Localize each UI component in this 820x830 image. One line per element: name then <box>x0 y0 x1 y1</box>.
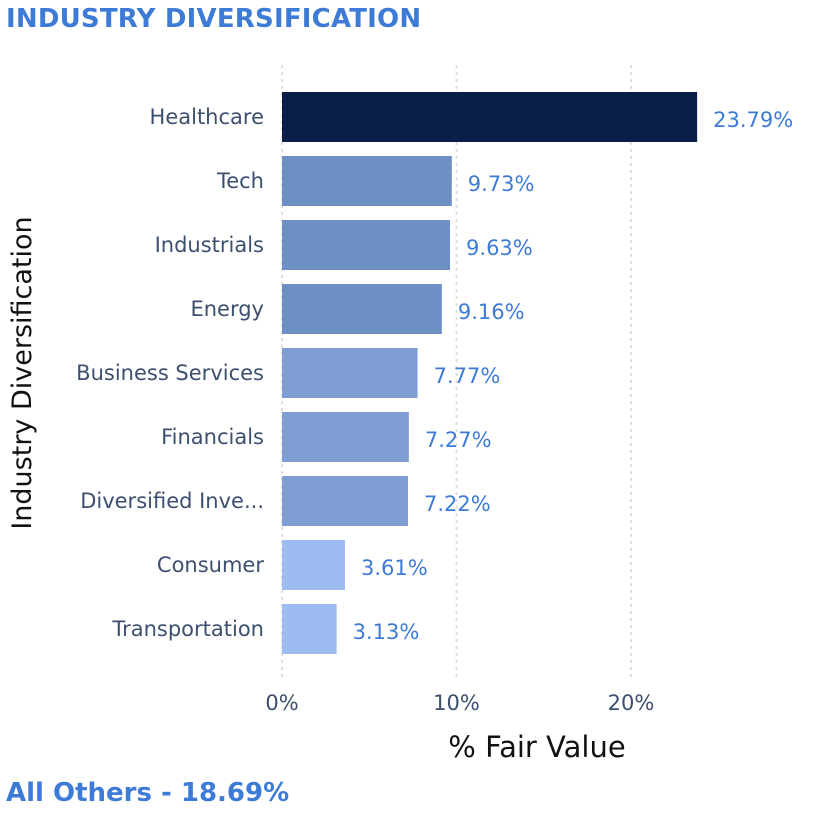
x-axis-title: % Fair Value <box>448 730 625 764</box>
bars <box>282 92 698 654</box>
bar <box>282 604 337 654</box>
category-label: Transportation <box>111 617 264 641</box>
x-tick-label: 20% <box>608 691 655 715</box>
data-label: 3.61% <box>361 556 428 580</box>
data-label: 9.16% <box>458 300 525 324</box>
category-label: Tech <box>216 169 264 193</box>
x-tick-labels: 0% 10% 20% <box>265 691 654 715</box>
category-label: Healthcare <box>150 105 264 129</box>
x-tick-label: 0% <box>265 691 298 715</box>
bar <box>282 476 408 526</box>
category-labels: Healthcare Tech Industrials Energy Business … <box>76 105 264 641</box>
category-label: Financials <box>161 425 264 449</box>
category-label: Industrials <box>155 233 264 257</box>
y-axis-title: Industry Diversification <box>7 216 38 529</box>
bar <box>282 540 345 590</box>
bar <box>282 412 409 462</box>
data-label: 3.13% <box>353 620 420 644</box>
category-label: Diversified Inve... <box>80 489 264 513</box>
chart-title: INDUSTRY DIVERSIFICATION <box>6 4 422 34</box>
category-label: Consumer <box>157 553 264 577</box>
all-others-summary: All Others - 18.69% <box>6 778 290 808</box>
data-label: 23.79% <box>713 108 793 132</box>
bar <box>282 220 451 270</box>
bar <box>282 348 418 398</box>
bar <box>282 284 442 334</box>
data-label: 9.63% <box>466 236 533 260</box>
x-tick-label: 10% <box>433 691 480 715</box>
data-labels: 23.79% 9.73% 9.63% 9.16% 7.77% 7.27% 7.22% 3.61… <box>353 108 794 644</box>
bar <box>282 156 452 206</box>
data-label: 9.73% <box>468 172 535 196</box>
data-label: 7.77% <box>434 364 501 388</box>
category-label: Energy <box>190 297 264 321</box>
data-label: 7.27% <box>425 428 492 452</box>
bar <box>282 92 698 142</box>
category-label: Business Services <box>76 361 264 385</box>
data-label: 7.22% <box>424 492 491 516</box>
